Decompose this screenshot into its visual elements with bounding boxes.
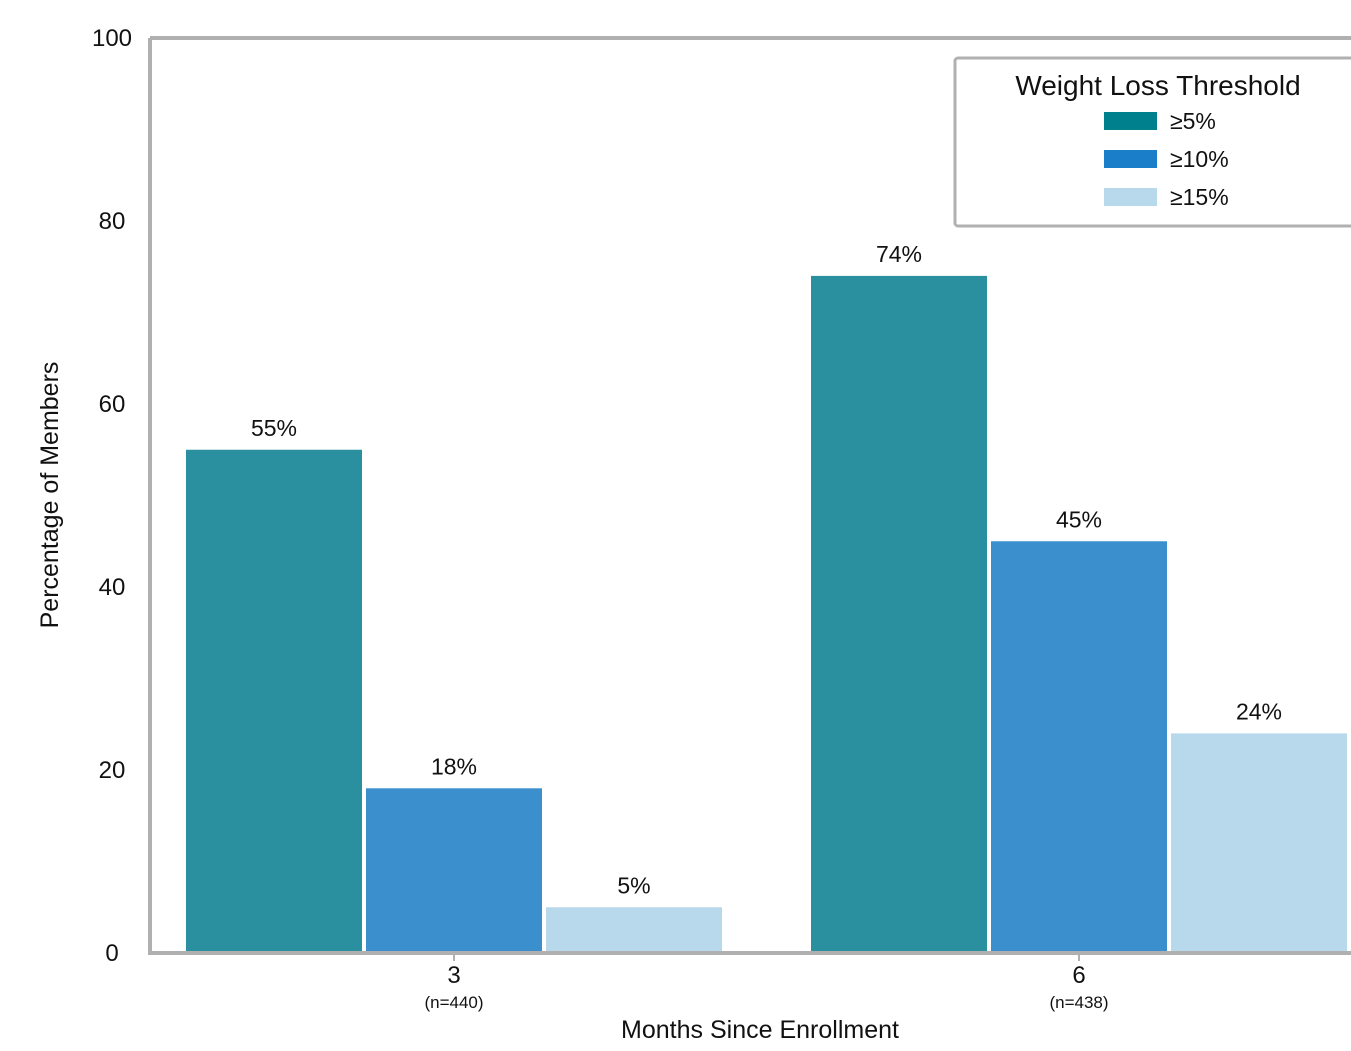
x-tick-sublabel: (n=438) (1049, 993, 1108, 1012)
y-tick-label: 60 (99, 391, 126, 418)
legend-title: Weight Loss Threshold (1015, 70, 1300, 101)
y-tick-label: 0 (105, 940, 118, 967)
data-label: 45% (1056, 506, 1102, 532)
bar (186, 449, 362, 953)
bar (546, 907, 722, 953)
data-label: 24% (1236, 698, 1282, 724)
x-tick-sublabel: (n=440) (424, 993, 483, 1012)
y-axis-title: Percentage of Members (36, 362, 64, 629)
legend-entry-label: ≥15% (1170, 184, 1229, 210)
legend-swatch (1104, 188, 1157, 206)
x-tick-label: 3 (447, 962, 460, 989)
data-label: 5% (617, 872, 650, 898)
legend-box (953, 56, 1351, 228)
legend-entry-label: ≥5% (1170, 108, 1216, 134)
axes-layer: 0 20 40 60 80 100 3 (n=440) 6 (n=438) (92, 25, 1351, 1012)
legend-swatch (1104, 112, 1157, 130)
legend-entries: ≥5% ≥10% ≥15% (1104, 108, 1229, 210)
data-label: 55% (251, 415, 297, 441)
legend: Weight Loss Threshold ≥5% ≥10% ≥15% (953, 56, 1351, 228)
y-tick-label: 100 (92, 25, 132, 52)
y-tick-label: 80 (99, 208, 126, 235)
data-labels-layer: 55% 74% 18% 45% 5% 24% (251, 241, 1282, 898)
bars-layer (186, 275, 1347, 953)
legend-entry-label: ≥10% (1170, 146, 1229, 172)
bar (811, 275, 987, 953)
bar (366, 788, 542, 953)
legend-swatch (1104, 150, 1157, 168)
x-axis-title: Months Since Enrollment (621, 1016, 899, 1044)
x-tick-label: 6 (1072, 962, 1085, 989)
bar (991, 541, 1167, 953)
data-label: 74% (876, 241, 922, 267)
y-tick-label: 20 (99, 757, 126, 784)
bar (1171, 733, 1347, 953)
y-tick-label: 40 (99, 574, 126, 601)
data-label: 18% (431, 753, 477, 779)
